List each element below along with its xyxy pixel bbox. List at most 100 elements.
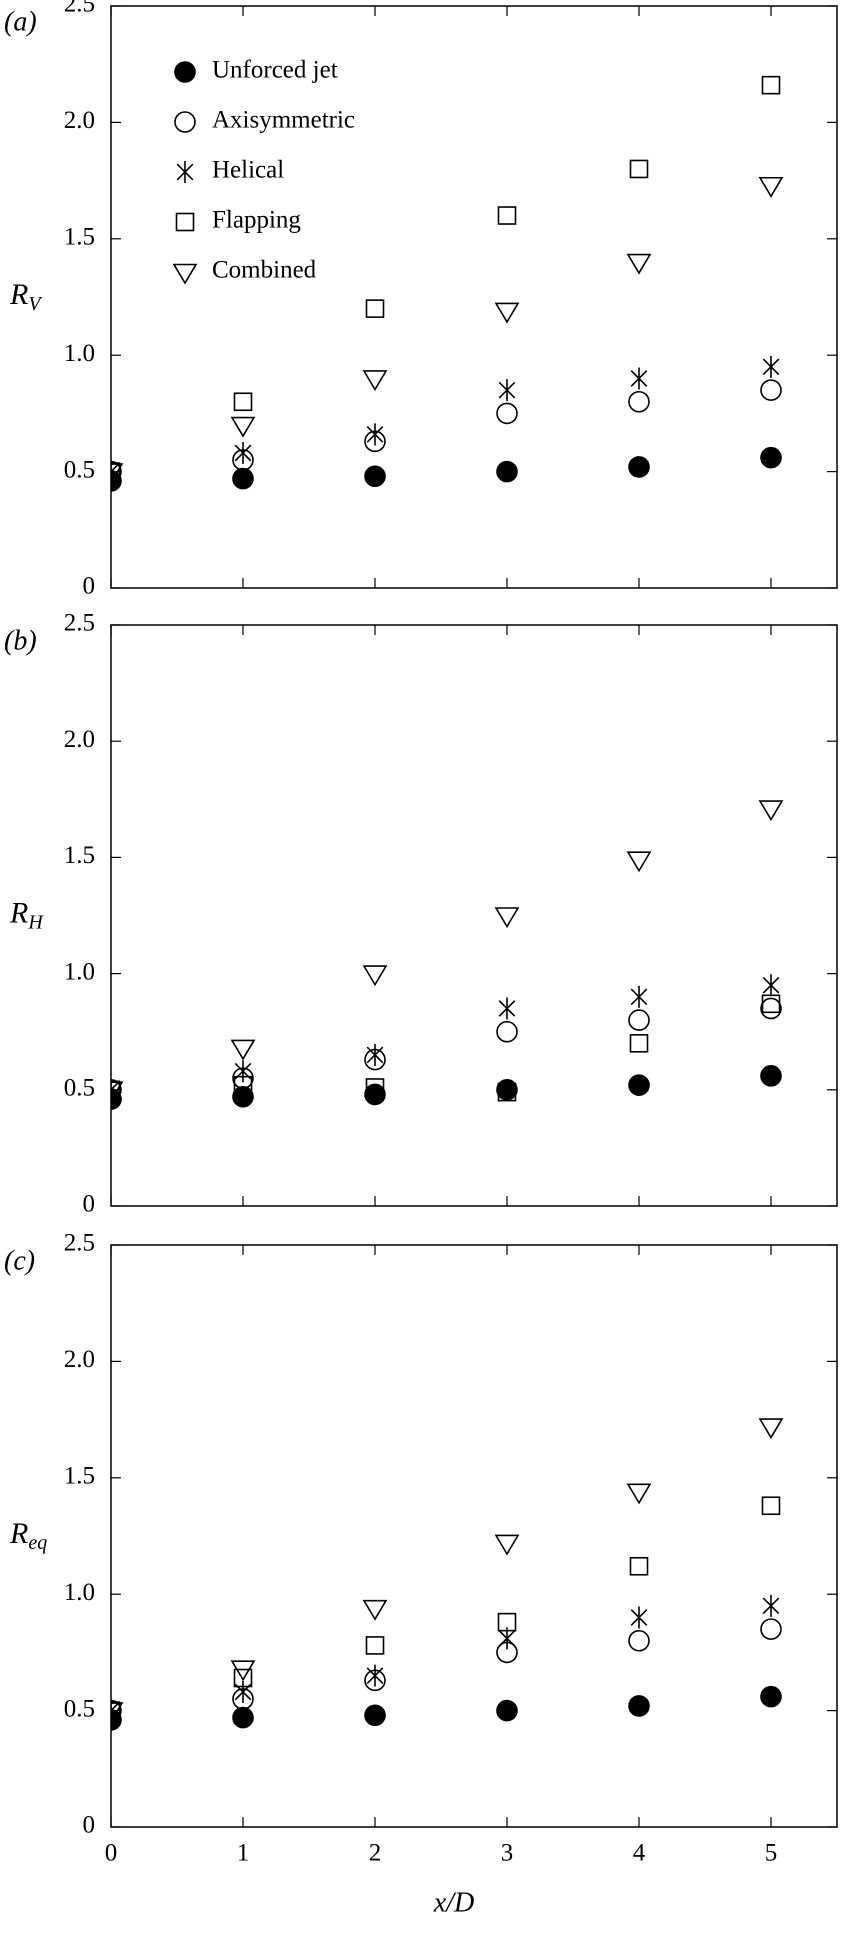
marker-asterisk [498, 997, 516, 1020]
marker-asterisk [630, 1606, 648, 1629]
panel-label: (c) [4, 1245, 35, 1276]
marker-circle [760, 997, 782, 1020]
marker-circle [496, 1020, 518, 1043]
marker-filled-circle [364, 1083, 386, 1106]
y-tick-label: 2.5 [64, 1230, 95, 1257]
marker-asterisk [234, 1680, 252, 1703]
marker-triangle [758, 176, 784, 198]
marker-triangle [758, 1418, 784, 1440]
marker-filled-circle [364, 1704, 386, 1727]
marker-asterisk [111, 460, 120, 483]
x-tick-label: 2 [369, 1840, 382, 1867]
marker-filled-circle [760, 1065, 782, 1087]
marker-square [629, 1556, 649, 1576]
x-tick-label: 1 [237, 1840, 250, 1867]
marker-square [111, 1701, 121, 1720]
marker-triangle [362, 370, 388, 392]
marker-triangle [626, 1483, 652, 1505]
marker-asterisk [176, 161, 194, 183]
marker-triangle [626, 851, 652, 873]
marker-filled-circle [628, 1695, 650, 1717]
y-tick-label: 2.0 [64, 726, 95, 753]
legend-label: Axisymmetric [212, 107, 355, 134]
legend-label: Unforced jet [212, 57, 338, 84]
x-tick-label: 0 [105, 1840, 118, 1867]
marker-circle [496, 402, 518, 425]
marker-asterisk [762, 1594, 780, 1617]
marker-triangle [362, 1599, 388, 1621]
marker-asterisk [762, 974, 780, 997]
marker-filled-circle [628, 456, 650, 478]
panel-label: (b) [4, 625, 37, 656]
marker-circle [760, 1618, 782, 1640]
marker-circle [628, 390, 650, 413]
marker-square [233, 1075, 253, 1095]
marker-square [175, 212, 195, 232]
y-tick-label: 2.5 [64, 0, 95, 18]
y-axis-label-sub: V [28, 293, 43, 315]
panel-label: (a) [4, 6, 37, 37]
marker-square [761, 994, 781, 1014]
marker-circle [111, 460, 122, 483]
y-axis-label: Req [9, 1517, 47, 1554]
marker-filled-circle [232, 1085, 254, 1108]
marker-filled-circle [232, 467, 254, 490]
legend-label: Flapping [212, 207, 301, 234]
y-tick-label: 1.0 [64, 1579, 95, 1606]
markers [111, 1418, 784, 1731]
marker-square [629, 159, 649, 179]
marker-square [111, 462, 121, 481]
marker-circle [111, 1079, 122, 1101]
y-tick-label: 0 [83, 1812, 96, 1839]
marker-triangle [172, 263, 198, 285]
marker-filled-circle [760, 446, 782, 469]
markers [111, 75, 784, 492]
marker-triangle [230, 1039, 256, 1061]
marker-asterisk [366, 1664, 384, 1687]
marker-circle [174, 111, 196, 133]
marker-triangle [758, 800, 784, 822]
y-axis-label-main: R [9, 896, 28, 929]
marker-asterisk [366, 1043, 384, 1066]
y-tick-label: 1.5 [64, 842, 95, 869]
marker-square [497, 1612, 517, 1632]
y-tick-label: 1.0 [64, 340, 95, 367]
marker-square [365, 1636, 385, 1655]
marker-asterisk [366, 423, 384, 446]
marker-filled-circle [496, 460, 518, 483]
marker-filled-circle [496, 1079, 518, 1101]
marker-circle [760, 379, 782, 401]
marker-triangle [494, 907, 520, 929]
marker-triangle [230, 416, 256, 438]
markers [111, 800, 784, 1110]
y-tick-label: 0 [83, 1191, 96, 1218]
y-tick-label: 2.0 [64, 107, 95, 134]
y-axis-label: RV [9, 278, 43, 315]
marker-asterisk [498, 379, 516, 402]
marker-asterisk [630, 367, 648, 390]
x-tick-label: 5 [765, 1840, 778, 1867]
marker-triangle [626, 253, 652, 275]
marker-asterisk [234, 441, 252, 464]
marker-triangle [111, 1702, 124, 1724]
y-axis-label-main: R [9, 278, 28, 311]
marker-square [629, 1034, 649, 1053]
marker-square [233, 1668, 253, 1688]
plot-frame [110, 5, 838, 589]
y-tick-label: 1.0 [64, 958, 95, 985]
marker-asterisk [111, 1699, 120, 1722]
y-tick-label: 1.5 [64, 1463, 95, 1490]
marker-asterisk [762, 355, 780, 378]
x-tick-label: 4 [633, 1840, 646, 1867]
legend-label: Helical [212, 157, 284, 184]
y-tick-label: 1.5 [64, 224, 95, 251]
marker-asterisk [234, 1060, 252, 1083]
marker-triangle [111, 1081, 124, 1103]
marker-asterisk [111, 1078, 120, 1101]
marker-filled-circle [496, 1699, 518, 1722]
y-tick-label: 0.5 [64, 1695, 95, 1722]
marker-filled-circle [628, 1074, 650, 1096]
legend-label: Combined [212, 257, 317, 284]
marker-circle [111, 1699, 122, 1722]
